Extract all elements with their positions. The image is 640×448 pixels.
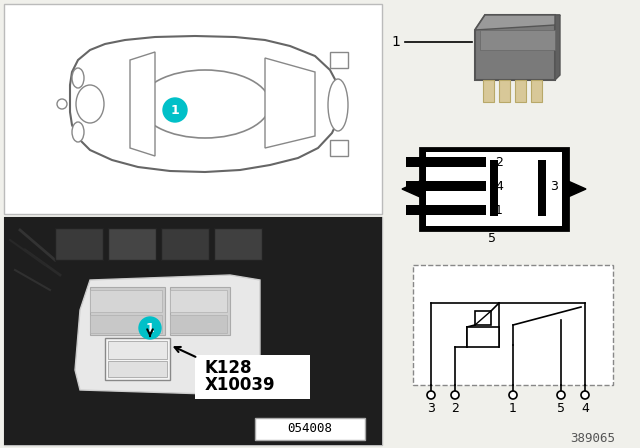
- Bar: [515, 80, 526, 102]
- Text: 3: 3: [550, 180, 558, 193]
- Ellipse shape: [140, 70, 270, 138]
- Circle shape: [427, 391, 435, 399]
- Polygon shape: [402, 181, 420, 197]
- Bar: [330, 52, 348, 68]
- Text: 3: 3: [427, 402, 435, 415]
- Bar: [195, 355, 310, 399]
- Bar: [480, 30, 555, 50]
- Bar: [499, 80, 510, 102]
- Bar: [420, 148, 568, 230]
- Bar: [90, 290, 162, 312]
- Text: 2: 2: [495, 156, 503, 169]
- Bar: [105, 338, 170, 380]
- Bar: [475, 311, 491, 325]
- Text: 054008: 054008: [287, 422, 333, 435]
- Text: 4: 4: [581, 402, 589, 415]
- Bar: [214, 228, 262, 260]
- Text: 5: 5: [557, 402, 565, 415]
- Text: X10039: X10039: [205, 376, 276, 394]
- Bar: [4, 217, 382, 445]
- PathPatch shape: [265, 58, 315, 148]
- PathPatch shape: [130, 52, 155, 156]
- Bar: [170, 287, 230, 335]
- Circle shape: [163, 98, 187, 122]
- Text: 1: 1: [509, 402, 517, 415]
- Text: 389065: 389065: [570, 431, 615, 444]
- Ellipse shape: [328, 79, 348, 131]
- Text: 1: 1: [391, 35, 400, 49]
- Bar: [406, 181, 420, 191]
- Bar: [426, 152, 562, 226]
- Text: 1: 1: [171, 103, 179, 116]
- PathPatch shape: [475, 15, 560, 30]
- Bar: [170, 315, 227, 333]
- Bar: [90, 287, 165, 335]
- Bar: [531, 80, 542, 102]
- Circle shape: [509, 391, 517, 399]
- Circle shape: [451, 391, 459, 399]
- Ellipse shape: [76, 85, 104, 123]
- Text: 4: 4: [495, 181, 503, 194]
- Bar: [108, 228, 156, 260]
- Polygon shape: [568, 181, 586, 197]
- Text: 1: 1: [495, 204, 503, 217]
- Bar: [406, 157, 420, 167]
- Bar: [406, 205, 420, 215]
- Circle shape: [557, 391, 565, 399]
- Bar: [4, 217, 382, 445]
- Bar: [483, 80, 494, 102]
- Bar: [4, 4, 382, 214]
- Ellipse shape: [72, 122, 84, 142]
- Bar: [426, 157, 486, 167]
- PathPatch shape: [555, 15, 560, 80]
- Bar: [90, 315, 162, 333]
- Text: 1: 1: [146, 322, 154, 335]
- Bar: [255, 418, 365, 440]
- Bar: [161, 228, 209, 260]
- Ellipse shape: [72, 68, 84, 88]
- PathPatch shape: [475, 15, 555, 80]
- Bar: [108, 341, 167, 359]
- Text: 5: 5: [488, 232, 496, 245]
- Circle shape: [139, 317, 161, 339]
- Bar: [55, 228, 103, 260]
- Text: 2: 2: [451, 402, 459, 415]
- Bar: [170, 290, 227, 312]
- Bar: [4, 217, 382, 445]
- PathPatch shape: [75, 275, 260, 395]
- Circle shape: [581, 391, 589, 399]
- Bar: [330, 140, 348, 156]
- Bar: [538, 160, 546, 216]
- Bar: [490, 160, 498, 216]
- PathPatch shape: [70, 36, 340, 172]
- Bar: [108, 361, 167, 377]
- Bar: [413, 265, 613, 385]
- Bar: [467, 327, 499, 347]
- Bar: [426, 181, 486, 191]
- Text: K128: K128: [205, 359, 253, 377]
- Bar: [426, 205, 486, 215]
- Circle shape: [57, 99, 67, 109]
